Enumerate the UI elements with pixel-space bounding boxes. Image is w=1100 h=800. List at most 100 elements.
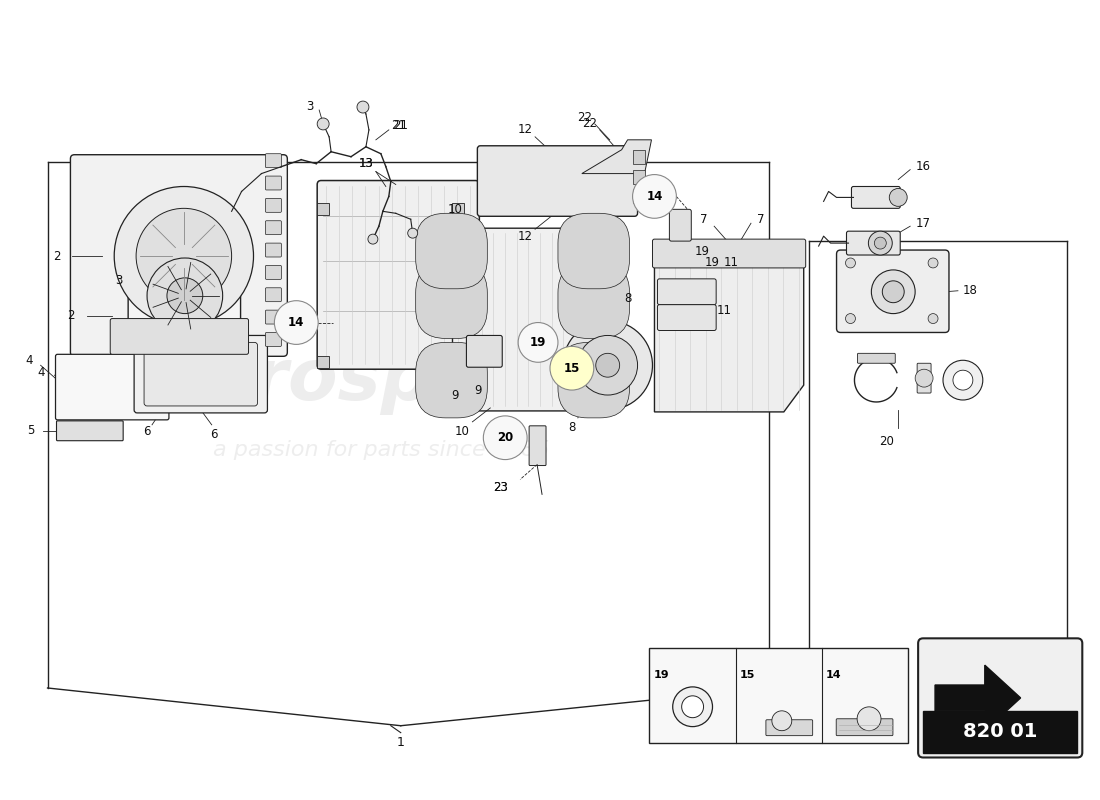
Polygon shape — [935, 665, 1021, 730]
Circle shape — [274, 301, 318, 344]
Bar — [452, 356, 464, 368]
Text: 9: 9 — [474, 383, 482, 397]
Text: 2: 2 — [53, 250, 60, 262]
Text: 9: 9 — [452, 389, 459, 402]
FancyBboxPatch shape — [466, 335, 503, 367]
FancyBboxPatch shape — [128, 227, 241, 344]
FancyBboxPatch shape — [56, 421, 123, 441]
Circle shape — [871, 270, 915, 314]
FancyBboxPatch shape — [670, 210, 691, 241]
Bar — [632, 190, 645, 203]
Circle shape — [367, 234, 378, 244]
FancyBboxPatch shape — [134, 335, 267, 413]
Bar — [649, 648, 909, 742]
Circle shape — [673, 687, 713, 726]
Text: 17: 17 — [916, 217, 931, 230]
Circle shape — [578, 335, 638, 395]
Text: 8: 8 — [625, 292, 632, 306]
Text: 14: 14 — [826, 670, 842, 680]
FancyBboxPatch shape — [529, 426, 546, 466]
Circle shape — [857, 707, 881, 730]
Circle shape — [772, 711, 792, 730]
Bar — [632, 150, 645, 164]
Circle shape — [563, 321, 652, 410]
Bar — [632, 170, 645, 183]
FancyBboxPatch shape — [110, 318, 249, 354]
Circle shape — [928, 314, 938, 323]
FancyBboxPatch shape — [265, 176, 282, 190]
Text: 7: 7 — [701, 213, 708, 226]
FancyBboxPatch shape — [317, 181, 480, 370]
FancyBboxPatch shape — [766, 720, 813, 736]
FancyBboxPatch shape — [658, 305, 716, 330]
FancyBboxPatch shape — [416, 214, 487, 289]
Text: 19: 19 — [530, 336, 547, 349]
FancyBboxPatch shape — [477, 146, 638, 216]
FancyBboxPatch shape — [416, 263, 487, 338]
Text: 4: 4 — [37, 366, 45, 378]
FancyBboxPatch shape — [558, 342, 629, 418]
Text: 7: 7 — [757, 213, 764, 226]
Text: 5: 5 — [28, 424, 34, 438]
Text: 15: 15 — [563, 362, 580, 374]
Text: 12: 12 — [518, 230, 532, 242]
Circle shape — [408, 228, 418, 238]
Circle shape — [943, 360, 982, 400]
Text: 19: 19 — [653, 670, 669, 680]
Circle shape — [928, 258, 938, 268]
Text: 6: 6 — [210, 428, 218, 442]
FancyBboxPatch shape — [558, 263, 629, 338]
Text: 21: 21 — [393, 119, 408, 133]
Circle shape — [550, 346, 594, 390]
Circle shape — [632, 174, 676, 218]
Circle shape — [167, 278, 202, 314]
Text: 13: 13 — [359, 157, 373, 170]
Text: 13: 13 — [359, 157, 373, 170]
Text: 21: 21 — [390, 119, 406, 133]
Text: 6: 6 — [143, 426, 151, 438]
FancyBboxPatch shape — [265, 266, 282, 279]
Text: 11: 11 — [724, 257, 739, 270]
FancyBboxPatch shape — [917, 363, 931, 393]
Text: 1: 1 — [397, 736, 405, 749]
Polygon shape — [654, 243, 804, 412]
Text: eurospares: eurospares — [153, 346, 609, 414]
Text: 18: 18 — [962, 284, 978, 298]
FancyBboxPatch shape — [265, 198, 282, 212]
Text: 14: 14 — [647, 190, 662, 203]
Text: 16: 16 — [916, 160, 931, 173]
Text: 22: 22 — [582, 118, 597, 130]
FancyBboxPatch shape — [558, 214, 629, 289]
Text: 11: 11 — [717, 304, 733, 317]
FancyBboxPatch shape — [265, 288, 282, 302]
Text: 3: 3 — [306, 99, 313, 113]
Circle shape — [136, 208, 232, 304]
Bar — [147, 224, 222, 246]
Bar — [923, 711, 1077, 753]
FancyBboxPatch shape — [836, 718, 893, 736]
FancyBboxPatch shape — [265, 154, 282, 168]
Bar — [317, 356, 329, 368]
Text: a passion for parts since 1985: a passion for parts since 1985 — [212, 440, 549, 460]
FancyBboxPatch shape — [847, 231, 900, 255]
Text: 20: 20 — [879, 435, 893, 448]
Text: 19: 19 — [694, 245, 710, 258]
Text: 820 01: 820 01 — [962, 722, 1037, 741]
Circle shape — [483, 416, 527, 459]
FancyBboxPatch shape — [652, 239, 805, 268]
Circle shape — [518, 322, 558, 362]
FancyBboxPatch shape — [265, 333, 282, 346]
Circle shape — [882, 281, 904, 302]
Text: 4: 4 — [25, 354, 33, 366]
FancyBboxPatch shape — [265, 221, 282, 234]
Circle shape — [846, 258, 856, 268]
FancyBboxPatch shape — [265, 243, 282, 257]
Circle shape — [317, 118, 329, 130]
Polygon shape — [582, 140, 651, 174]
Text: 14: 14 — [288, 316, 305, 329]
Circle shape — [953, 370, 972, 390]
Circle shape — [868, 231, 892, 255]
Text: 8: 8 — [569, 422, 575, 434]
Text: 15: 15 — [740, 670, 756, 680]
Circle shape — [114, 186, 253, 326]
